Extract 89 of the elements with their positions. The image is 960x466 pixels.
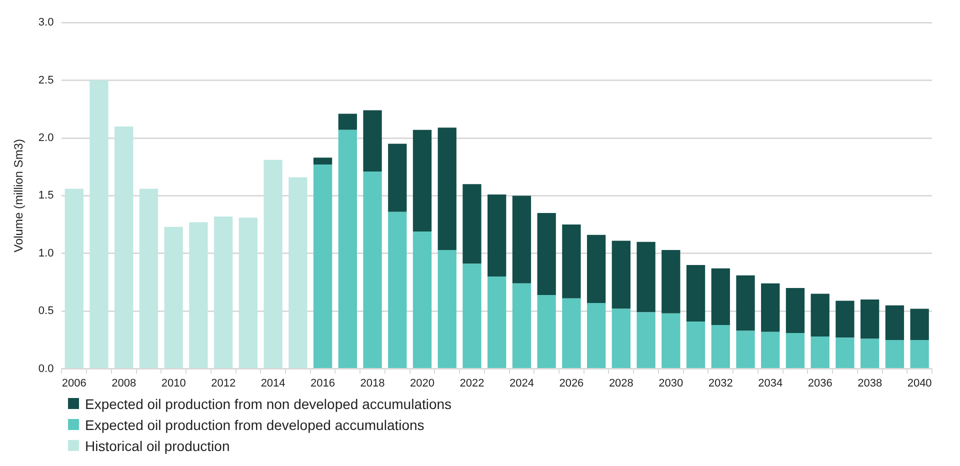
bar bbox=[388, 212, 407, 368]
x-tick-label: 2012 bbox=[211, 377, 236, 390]
bar bbox=[860, 338, 880, 368]
bar bbox=[537, 213, 556, 295]
bar bbox=[139, 188, 158, 368]
bar bbox=[836, 338, 854, 368]
bar bbox=[288, 177, 308, 368]
bar bbox=[462, 184, 482, 264]
bar bbox=[338, 130, 357, 368]
bar bbox=[786, 288, 805, 334]
bar bbox=[238, 218, 258, 368]
y-axis-title: Volume (million Sm3) bbox=[12, 139, 26, 252]
bar bbox=[114, 126, 134, 368]
x-tick-label: 2010 bbox=[161, 377, 186, 390]
bar bbox=[462, 264, 482, 368]
bar bbox=[488, 276, 506, 368]
bar bbox=[885, 340, 904, 368]
bar bbox=[636, 312, 656, 368]
bar bbox=[586, 234, 606, 304]
legend-label: Expected oil production from developed accumulations bbox=[85, 416, 424, 432]
bar bbox=[711, 324, 730, 368]
x-tick-label: 2040 bbox=[907, 377, 932, 390]
bar bbox=[711, 268, 730, 325]
bar bbox=[761, 332, 780, 368]
bar bbox=[586, 303, 606, 368]
bar bbox=[338, 114, 357, 130]
bar bbox=[313, 164, 332, 368]
bar bbox=[438, 250, 456, 368]
bar bbox=[438, 128, 456, 250]
bar bbox=[836, 300, 854, 338]
y-tick-label: 0.5 bbox=[38, 305, 54, 318]
x-tick-label: 2030 bbox=[658, 377, 684, 390]
bar bbox=[910, 340, 929, 368]
bar bbox=[488, 194, 506, 276]
legend-label: Historical oil production bbox=[85, 438, 230, 454]
bar bbox=[736, 275, 755, 331]
legend-label: Expected oil production from non developed accumulations bbox=[85, 396, 452, 412]
x-tick-label: 2024 bbox=[509, 377, 534, 390]
x-tick-label: 2036 bbox=[808, 377, 832, 390]
bar bbox=[910, 308, 929, 340]
bar bbox=[512, 196, 532, 284]
bar bbox=[562, 298, 581, 368]
bar bbox=[662, 313, 680, 368]
bar bbox=[810, 294, 830, 336]
x-tick-label: 2026 bbox=[559, 377, 584, 390]
x-tick-label: 2038 bbox=[858, 377, 882, 390]
x-tick-label: 2032 bbox=[708, 377, 733, 390]
bar bbox=[363, 171, 382, 368]
x-tick-label: 2034 bbox=[758, 377, 783, 390]
bar bbox=[90, 80, 108, 368]
x-tick-label: 2008 bbox=[112, 377, 136, 390]
y-tick-label: 1.5 bbox=[38, 190, 54, 202]
y-tick-label: 0.0 bbox=[38, 362, 54, 375]
bar bbox=[885, 305, 904, 340]
bar bbox=[363, 110, 382, 172]
x-tick-label: 2028 bbox=[608, 377, 634, 390]
bar bbox=[810, 336, 830, 368]
x-tick-label: 2014 bbox=[260, 377, 286, 390]
y-tick-label: 1.0 bbox=[38, 247, 54, 260]
bar bbox=[636, 242, 656, 312]
x-tick-label: 2018 bbox=[360, 377, 385, 390]
bar bbox=[562, 224, 581, 298]
bar bbox=[412, 231, 432, 368]
bar bbox=[388, 144, 407, 212]
x-tick-label: 2022 bbox=[460, 377, 484, 390]
bar bbox=[64, 188, 84, 368]
bar bbox=[512, 283, 532, 368]
bar bbox=[189, 222, 208, 368]
bar bbox=[214, 216, 233, 368]
bar bbox=[313, 158, 332, 165]
bar bbox=[612, 240, 630, 309]
y-tick-label: 3.0 bbox=[38, 16, 54, 29]
bar bbox=[786, 333, 805, 368]
y-tick-label: 2.0 bbox=[38, 132, 54, 144]
x-tick-label: 2020 bbox=[410, 377, 434, 390]
x-tick-label: 2006 bbox=[62, 377, 86, 390]
bar bbox=[662, 250, 680, 314]
bar bbox=[736, 330, 755, 368]
bar bbox=[264, 160, 282, 368]
bar bbox=[761, 283, 780, 332]
y-tick-label: 2.5 bbox=[38, 74, 54, 86]
bar bbox=[612, 308, 630, 368]
bar bbox=[860, 300, 880, 339]
bar bbox=[686, 321, 706, 368]
bar bbox=[412, 130, 432, 232]
bar bbox=[164, 226, 183, 368]
x-tick-label: 2016 bbox=[310, 377, 336, 390]
bar bbox=[686, 264, 706, 322]
bar bbox=[537, 294, 556, 368]
